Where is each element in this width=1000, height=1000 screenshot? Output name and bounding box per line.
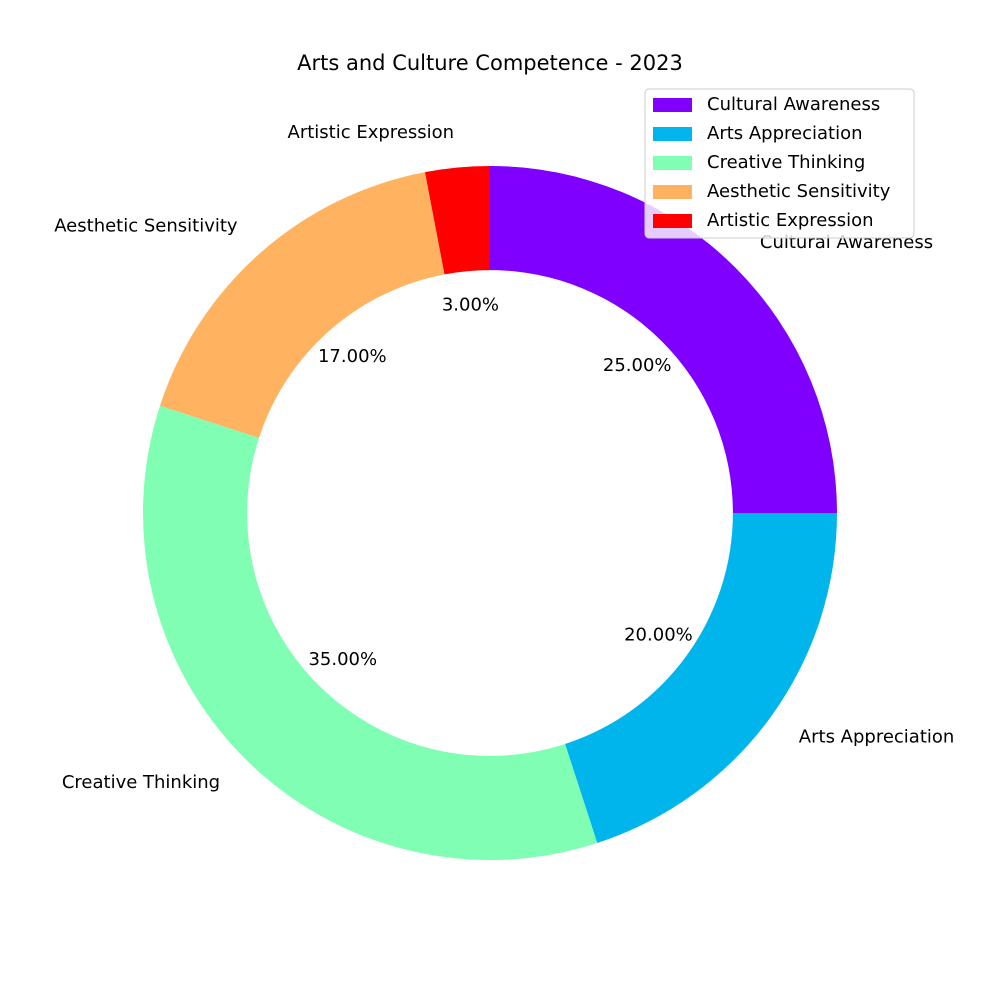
slice-artistic-expression	[424, 166, 490, 275]
legend-label-cultural-awareness: Cultural Awareness	[707, 94, 880, 115]
donut-slices	[143, 166, 837, 860]
slice-label-artistic-expression: Artistic Expression	[288, 122, 455, 143]
legend-swatch-arts-appreciation	[653, 127, 692, 141]
pct-label-artistic-expression: 3.00%	[442, 295, 499, 316]
legend: Cultural Awareness Arts Appreciation Creat…	[644, 88, 915, 239]
pct-label-creative-thinking: 35.00%	[308, 649, 377, 670]
legend-label-creative-thinking: Creative Thinking	[707, 152, 865, 173]
legend-items: Cultural Awareness Arts Appreciation Creat…	[653, 94, 891, 231]
legend-swatch-aesthetic-sensitivity	[653, 185, 692, 199]
pct-label-arts-appreciation: 20.00%	[624, 624, 693, 645]
legend-swatch-creative-thinking	[653, 156, 692, 170]
chart-title: Arts and Culture Competence - 2023	[297, 51, 683, 75]
slice-arts-appreciation	[565, 513, 837, 844]
slice-cultural-awareness	[490, 166, 837, 513]
percent-labels: 25.00% 20.00% 35.00% 17.00% 3.00%	[308, 295, 692, 670]
slice-label-aesthetic-sensitivity: Aesthetic Sensitivity	[54, 216, 238, 237]
legend-frame	[644, 88, 915, 239]
legend-swatch-cultural-awareness	[653, 98, 692, 112]
slice-creative-thinking	[143, 405, 598, 860]
pct-label-aesthetic-sensitivity: 17.00%	[318, 346, 387, 367]
legend-label-arts-appreciation: Arts Appreciation	[707, 123, 863, 144]
slice-label-arts-appreciation: Arts Appreciation	[799, 726, 955, 747]
legend-label-aesthetic-sensitivity: Aesthetic Sensitivity	[707, 181, 891, 202]
legend-label-artistic-expression: Artistic Expression	[707, 210, 874, 231]
slice-aesthetic-sensitivity	[159, 172, 445, 438]
legend-swatch-artistic-expression	[653, 214, 692, 228]
slice-label-creative-thinking: Creative Thinking	[62, 772, 220, 793]
pct-label-cultural-awareness: 25.00%	[603, 355, 672, 376]
